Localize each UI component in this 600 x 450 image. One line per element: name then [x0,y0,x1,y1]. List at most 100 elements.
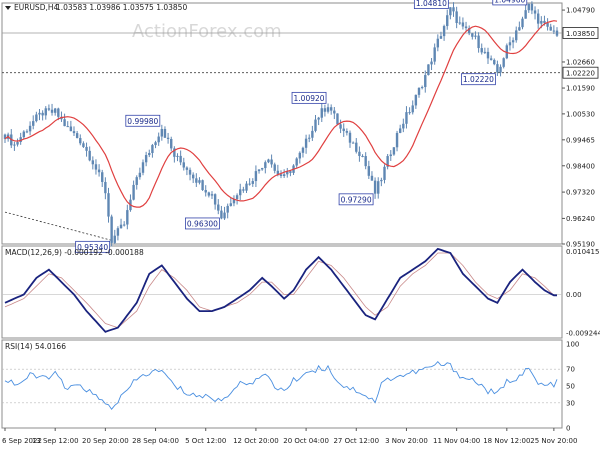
macd-panel-frame [1,245,563,339]
symbol-label: EURUSD,H4 [14,3,58,12]
candle-body [53,108,57,113]
candle-body [304,138,308,148]
candle-body [395,132,399,148]
candle-body [461,22,465,27]
rsi-y-tick-label: 100 [566,341,579,349]
candle-body [201,180,204,191]
candle-body [66,126,69,128]
candles-group [3,1,559,247]
candle-body [405,112,408,124]
candle-body [320,108,323,118]
candle-body [13,144,16,146]
candle-body [217,204,220,211]
candle-body [204,190,207,193]
candle-body [144,155,148,163]
chevron-down-icon [5,6,11,10]
candle-body [104,181,107,194]
rsi-label: RSI(14) 54.0166 [5,342,66,351]
candle-body [348,132,352,143]
candle-body [185,167,189,170]
candle-body [91,160,95,165]
candle-body [417,87,421,95]
candle-body [239,189,242,196]
price-y-tick-label: 1.04790 [566,7,595,15]
macd-y-tick-label: 0.010415 [566,248,599,256]
candle-body [311,130,314,138]
price-annotation-label: 1.04810 [416,0,447,8]
candle-body [540,20,543,24]
moving-average-line [4,20,558,208]
candle-body [47,108,51,110]
candle-body [499,66,502,73]
candle-body [264,162,267,169]
candle-body [163,128,167,138]
candle-body [323,108,327,112]
rsi-y-tick-label: 0 [566,425,570,433]
current-price-label: 1.03850 [566,30,595,38]
candle-body [276,170,280,175]
price-annotation-label: 0.96300 [187,219,218,228]
candle-body [536,13,540,24]
candle-body [449,7,452,16]
candle-body [170,138,173,149]
candle-body [25,131,29,133]
candle-body [402,123,405,129]
price-y-tick-label: 0.95190 [566,241,595,249]
candle-body [97,169,101,173]
candle-body [154,142,157,146]
watermark: ActionForex.com [132,21,282,42]
price-y-tick-label: 0.99465 [566,136,595,144]
candle-body [433,47,436,62]
price-annotation-box [338,193,374,206]
candle-body [364,156,367,167]
candle-body [380,179,383,182]
candle-body [329,107,333,111]
price-y-tick-label: 1.00530 [566,110,595,118]
price-annotation-label: 1.00920 [294,94,325,103]
support-level-label-box [562,66,599,79]
candle-body [88,150,91,161]
price-annotation-box [291,91,327,104]
candle-body [126,210,129,225]
candle-body [135,177,138,185]
candle-body [166,137,170,139]
candle-body [521,18,524,28]
candle-body [552,30,556,32]
candle-body [182,162,185,168]
macd-y-tick-label: 0.00 [566,291,582,299]
candle-body [101,172,104,182]
candle-body [260,168,264,170]
rsi-line [4,361,558,410]
candle-body [223,212,226,219]
candle-body [132,184,135,200]
candle-body [430,61,433,65]
candle-body [351,142,355,144]
candle-body [289,171,292,173]
candle-body [489,58,493,60]
candle-body [229,203,233,206]
candle-body [28,125,32,132]
price-y-tick-label: 0.97320 [566,189,595,197]
candle-body [505,45,509,59]
candle-body [107,193,110,217]
candle-body [524,10,527,19]
candle-body [464,26,468,29]
candle-body [549,26,552,31]
candle-body [282,174,286,177]
price-annotation-label: 0.97290 [341,195,372,204]
candle-body [75,133,79,139]
macd-y-tick-label: -0.009244 [566,329,600,337]
x-tick-label: 27 Oct 12:00 [333,437,379,445]
candle-body [298,152,302,159]
price-annotation-box [75,240,111,253]
rsi-y-tick-label: 30 [566,399,575,407]
candle-body [377,181,380,194]
candle-body [333,110,336,114]
candle-body [436,38,440,48]
candle-body [295,158,298,166]
candle-body [110,216,113,243]
candle-body [339,124,342,129]
price-y-tick-label: 1.02660 [566,58,595,66]
candle-body [533,10,537,14]
